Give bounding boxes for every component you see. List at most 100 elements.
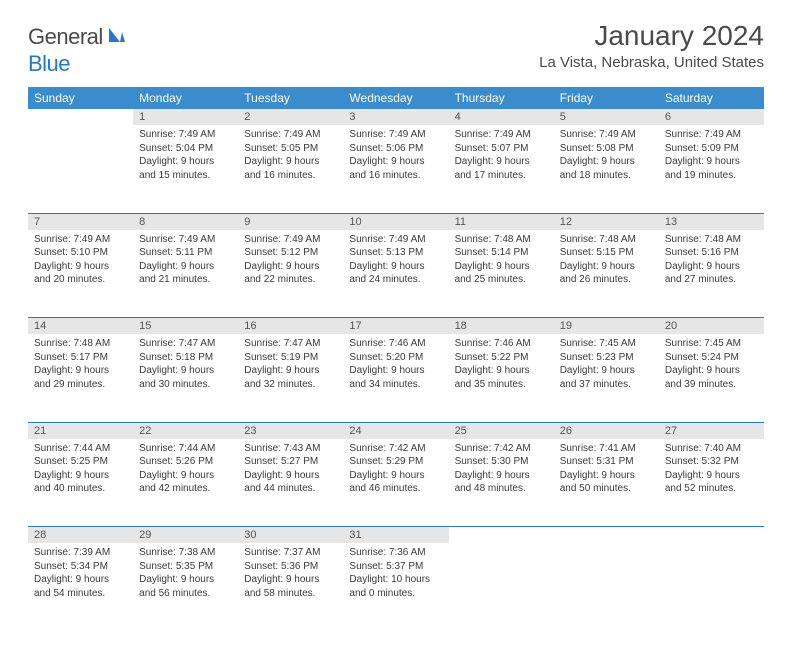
- daylight-line: Daylight: 9 hours and 15 minutes.: [139, 155, 232, 182]
- daylight-line: Daylight: 9 hours and 18 minutes.: [560, 155, 653, 182]
- sunset-line: Sunset: 5:05 PM: [244, 142, 337, 156]
- day-details: Sunrise: 7:42 AMSunset: 5:30 PMDaylight:…: [449, 439, 554, 502]
- sunset-line: Sunset: 5:09 PM: [665, 142, 758, 156]
- day-cell: Sunrise: 7:45 AMSunset: 5:24 PMDaylight:…: [659, 334, 764, 422]
- day-cell: Sunrise: 7:49 AMSunset: 5:12 PMDaylight:…: [238, 230, 343, 318]
- sunset-line: Sunset: 5:14 PM: [455, 246, 548, 260]
- day-details: Sunrise: 7:49 AMSunset: 5:08 PMDaylight:…: [554, 125, 659, 188]
- day-details: Sunrise: 7:47 AMSunset: 5:18 PMDaylight:…: [133, 334, 238, 397]
- day-details: Sunrise: 7:48 AMSunset: 5:14 PMDaylight:…: [449, 230, 554, 293]
- day-cell: Sunrise: 7:49 AMSunset: 5:08 PMDaylight:…: [554, 125, 659, 213]
- daylight-line: Daylight: 9 hours and 40 minutes.: [34, 469, 127, 496]
- day-number-cell: 7: [28, 213, 133, 230]
- day-details: Sunrise: 7:49 AMSunset: 5:09 PMDaylight:…: [659, 125, 764, 188]
- day-details: Sunrise: 7:49 AMSunset: 5:04 PMDaylight:…: [133, 125, 238, 188]
- sunrise-line: Sunrise: 7:48 AM: [560, 233, 653, 247]
- sunset-line: Sunset: 5:11 PM: [139, 246, 232, 260]
- daylight-line: Daylight: 9 hours and 32 minutes.: [244, 364, 337, 391]
- sunrise-line: Sunrise: 7:49 AM: [560, 128, 653, 142]
- weekday-header: Monday: [133, 87, 238, 109]
- day-number-cell: 9: [238, 213, 343, 230]
- day-details: Sunrise: 7:43 AMSunset: 5:27 PMDaylight:…: [238, 439, 343, 502]
- day-number-cell: 12: [554, 213, 659, 230]
- day-number-row: 78910111213: [28, 213, 764, 230]
- weekday-header: Tuesday: [238, 87, 343, 109]
- sunset-line: Sunset: 5:15 PM: [560, 246, 653, 260]
- day-cell: Sunrise: 7:42 AMSunset: 5:30 PMDaylight:…: [449, 439, 554, 527]
- day-cell: Sunrise: 7:49 AMSunset: 5:04 PMDaylight:…: [133, 125, 238, 213]
- day-cell: Sunrise: 7:42 AMSunset: 5:29 PMDaylight:…: [343, 439, 448, 527]
- day-details: Sunrise: 7:49 AMSunset: 5:12 PMDaylight:…: [238, 230, 343, 293]
- day-number-cell: 31: [343, 527, 448, 544]
- day-number-row: 14151617181920: [28, 318, 764, 335]
- sunrise-line: Sunrise: 7:47 AM: [244, 337, 337, 351]
- daylight-line: Daylight: 9 hours and 54 minutes.: [34, 573, 127, 600]
- day-details: Sunrise: 7:49 AMSunset: 5:05 PMDaylight:…: [238, 125, 343, 188]
- calendar-week-row: Sunrise: 7:39 AMSunset: 5:34 PMDaylight:…: [28, 543, 764, 631]
- sunset-line: Sunset: 5:04 PM: [139, 142, 232, 156]
- sunrise-line: Sunrise: 7:49 AM: [139, 128, 232, 142]
- day-details: Sunrise: 7:38 AMSunset: 5:35 PMDaylight:…: [133, 543, 238, 606]
- weekday-header-row: SundayMondayTuesdayWednesdayThursdayFrid…: [28, 87, 764, 109]
- day-details: Sunrise: 7:42 AMSunset: 5:29 PMDaylight:…: [343, 439, 448, 502]
- day-number-cell: 29: [133, 527, 238, 544]
- sunset-line: Sunset: 5:08 PM: [560, 142, 653, 156]
- day-number-row: 28293031: [28, 527, 764, 544]
- day-details: Sunrise: 7:46 AMSunset: 5:20 PMDaylight:…: [343, 334, 448, 397]
- sunrise-line: Sunrise: 7:42 AM: [455, 442, 548, 456]
- day-cell: Sunrise: 7:49 AMSunset: 5:11 PMDaylight:…: [133, 230, 238, 318]
- day-cell: Sunrise: 7:49 AMSunset: 5:07 PMDaylight:…: [449, 125, 554, 213]
- sunset-line: Sunset: 5:10 PM: [34, 246, 127, 260]
- sunset-line: Sunset: 5:24 PM: [665, 351, 758, 365]
- day-details: Sunrise: 7:44 AMSunset: 5:26 PMDaylight:…: [133, 439, 238, 502]
- day-details: Sunrise: 7:48 AMSunset: 5:17 PMDaylight:…: [28, 334, 133, 397]
- day-cell: Sunrise: 7:49 AMSunset: 5:09 PMDaylight:…: [659, 125, 764, 213]
- daylight-line: Daylight: 9 hours and 26 minutes.: [560, 260, 653, 287]
- sail-icon: [107, 26, 127, 49]
- sunrise-line: Sunrise: 7:48 AM: [665, 233, 758, 247]
- day-cell: Sunrise: 7:46 AMSunset: 5:22 PMDaylight:…: [449, 334, 554, 422]
- sunset-line: Sunset: 5:31 PM: [560, 455, 653, 469]
- daylight-line: Daylight: 9 hours and 19 minutes.: [665, 155, 758, 182]
- day-number-cell: 3: [343, 109, 448, 125]
- day-cell: Sunrise: 7:48 AMSunset: 5:15 PMDaylight:…: [554, 230, 659, 318]
- daylight-line: Daylight: 9 hours and 35 minutes.: [455, 364, 548, 391]
- day-number-cell: 30: [238, 527, 343, 544]
- weekday-header: Wednesday: [343, 87, 448, 109]
- daylight-line: Daylight: 9 hours and 42 minutes.: [139, 469, 232, 496]
- sunrise-line: Sunrise: 7:48 AM: [34, 337, 127, 351]
- day-details: Sunrise: 7:41 AMSunset: 5:31 PMDaylight:…: [554, 439, 659, 502]
- day-number-cell: 20: [659, 318, 764, 335]
- day-number-row: 123456: [28, 109, 764, 125]
- logo-text-gray: General: [28, 24, 103, 50]
- day-number-cell: 10: [343, 213, 448, 230]
- daylight-line: Daylight: 9 hours and 34 minutes.: [349, 364, 442, 391]
- sunrise-line: Sunrise: 7:49 AM: [455, 128, 548, 142]
- day-number-cell: [28, 109, 133, 125]
- sunset-line: Sunset: 5:19 PM: [244, 351, 337, 365]
- day-cell: [28, 125, 133, 213]
- sunrise-line: Sunrise: 7:41 AM: [560, 442, 653, 456]
- day-number-cell: 11: [449, 213, 554, 230]
- day-cell: Sunrise: 7:45 AMSunset: 5:23 PMDaylight:…: [554, 334, 659, 422]
- daylight-line: Daylight: 9 hours and 58 minutes.: [244, 573, 337, 600]
- day-cell: Sunrise: 7:49 AMSunset: 5:10 PMDaylight:…: [28, 230, 133, 318]
- daylight-line: Daylight: 9 hours and 48 minutes.: [455, 469, 548, 496]
- day-number-cell: 28: [28, 527, 133, 544]
- day-number-cell: 13: [659, 213, 764, 230]
- sunrise-line: Sunrise: 7:45 AM: [665, 337, 758, 351]
- daylight-line: Daylight: 9 hours and 25 minutes.: [455, 260, 548, 287]
- day-number-cell: [659, 527, 764, 544]
- sunset-line: Sunset: 5:17 PM: [34, 351, 127, 365]
- day-number-row: 21222324252627: [28, 422, 764, 439]
- day-details: Sunrise: 7:49 AMSunset: 5:11 PMDaylight:…: [133, 230, 238, 293]
- weekday-header: Saturday: [659, 87, 764, 109]
- sunset-line: Sunset: 5:16 PM: [665, 246, 758, 260]
- daylight-line: Daylight: 9 hours and 30 minutes.: [139, 364, 232, 391]
- day-details: Sunrise: 7:37 AMSunset: 5:36 PMDaylight:…: [238, 543, 343, 606]
- day-number-cell: 15: [133, 318, 238, 335]
- sunset-line: Sunset: 5:20 PM: [349, 351, 442, 365]
- daylight-line: Daylight: 9 hours and 22 minutes.: [244, 260, 337, 287]
- day-cell: Sunrise: 7:48 AMSunset: 5:14 PMDaylight:…: [449, 230, 554, 318]
- calendar-week-row: Sunrise: 7:49 AMSunset: 5:04 PMDaylight:…: [28, 125, 764, 213]
